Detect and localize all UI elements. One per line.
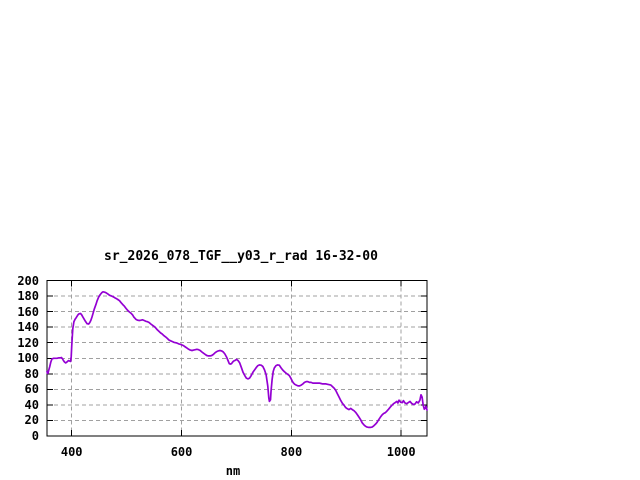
- radiance-curve: [46, 290, 428, 429]
- y-tick-label: 60: [24, 382, 39, 397]
- x-tick-label: 600: [170, 445, 193, 459]
- y-tick-label: 100: [17, 351, 39, 366]
- x-tick-label: 400: [60, 445, 83, 459]
- y-tick-label: 20: [24, 413, 39, 428]
- chart-title: sr_2026_078_TGF__y03_r_rad 16-32-00: [104, 249, 378, 264]
- y-tick-label: 0: [31, 429, 39, 443]
- y-tick-label: 40: [24, 397, 39, 412]
- y-tick-label: 120: [17, 335, 39, 350]
- x-tick-label: 800: [280, 445, 303, 459]
- x-axis-label: nm: [225, 464, 241, 478]
- y-tick-label: 140: [17, 320, 39, 335]
- y-tick-label: 160: [17, 304, 39, 319]
- y-tick-label: 200: [17, 273, 39, 288]
- x-tick-label: 1000: [386, 445, 416, 459]
- y-tick-label: 80: [24, 366, 39, 381]
- y-tick-label: 180: [17, 289, 39, 304]
